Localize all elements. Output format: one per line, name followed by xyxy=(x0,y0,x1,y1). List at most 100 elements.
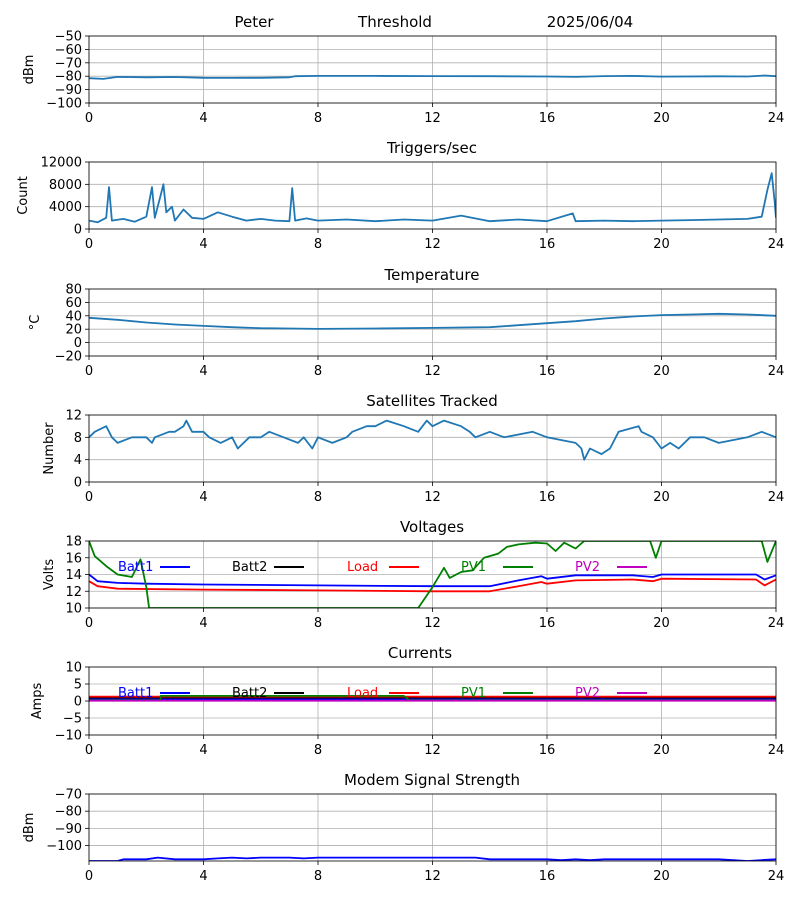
temperature-line-series xyxy=(89,312,776,330)
satellites-xtick-label: 8 xyxy=(314,490,322,505)
currents-xtick-label: 8 xyxy=(314,743,322,758)
modem-ytick-label: −90 xyxy=(55,822,82,837)
currents-xtick-label: 20 xyxy=(653,743,670,758)
temperature-ytick-label: 80 xyxy=(65,283,82,298)
modem-ytick-label: −70 xyxy=(55,788,82,803)
currents-xtick-label: 24 xyxy=(768,743,785,758)
voltages-xtick-label: 0 xyxy=(85,616,93,631)
voltages-line-load xyxy=(89,577,776,593)
threshold-xtick-label: 8 xyxy=(314,111,322,126)
voltages-legend-pv2: PV2 xyxy=(575,560,600,575)
panels: 0 4 8 12 16 20 24−100−90−80−70−60−50Thresholdd… xyxy=(16,13,784,884)
currents-ytick-label: 10 xyxy=(65,661,82,676)
voltages-title: Voltages xyxy=(400,518,464,536)
threshold-line-series xyxy=(89,74,776,80)
station-name: Peter xyxy=(234,13,274,31)
currents-legend-load: Load xyxy=(347,686,378,701)
modem-line-series xyxy=(89,856,776,861)
currents-legend-pv1: PV1 xyxy=(461,686,486,701)
satellites-ytick-label: 0 xyxy=(74,476,82,491)
threshold-xtick-label: 24 xyxy=(768,111,785,126)
voltages-xtick-label: 24 xyxy=(768,616,785,631)
satellites-xtick-label: 0 xyxy=(85,490,93,505)
voltages-ylabel: Volts xyxy=(42,559,57,591)
date-label: 2025/06/04 xyxy=(547,13,633,31)
currents-ytick-label: 0 xyxy=(74,695,82,710)
voltages-legend-pv1: PV1 xyxy=(461,560,486,575)
threshold-ytick-label: −100 xyxy=(46,97,82,112)
modem-xtick-label: 20 xyxy=(653,869,670,884)
currents-legend-batt2: Batt2 xyxy=(232,686,267,701)
modem-title: Modem Signal Strength xyxy=(344,771,520,789)
threshold-xtick-label: 0 xyxy=(85,111,93,126)
triggers-xtick-label: 8 xyxy=(314,237,322,252)
satellites-line-series xyxy=(89,419,776,461)
satellites-xtick-label: 16 xyxy=(539,490,556,505)
triggers-ytick-label: 8000 xyxy=(49,178,82,193)
satellites-xtick-label: 12 xyxy=(424,490,441,505)
voltages-legend-batt1: Batt1 xyxy=(118,560,153,575)
currents-title: Currents xyxy=(388,644,452,662)
modem-xtick-label: 8 xyxy=(314,869,322,884)
modem-ytick-label: −100 xyxy=(46,839,82,854)
voltages-ytick-label: 16 xyxy=(65,551,82,566)
satellites-panel: 0 4 8 12 16 20 24 0 4 8 12 Satellites Tracked Number xyxy=(42,392,784,505)
modem-xtick-label: 24 xyxy=(768,869,785,884)
voltages-legend-load: Load xyxy=(347,560,378,575)
temperature-xtick-label: 12 xyxy=(424,364,441,379)
temperature-ytick-label: 40 xyxy=(65,309,82,324)
threshold-title: Threshold xyxy=(357,13,432,31)
satellites-ytick-label: 12 xyxy=(65,409,82,424)
threshold-ytick-label: −80 xyxy=(55,70,82,85)
triggers-line-series xyxy=(89,172,776,224)
currents-legend-batt1: Batt1 xyxy=(118,686,153,701)
voltages-ytick-label: 12 xyxy=(65,585,82,600)
satellites-xtick-label: 24 xyxy=(768,490,785,505)
triggers-xtick-label: 16 xyxy=(539,237,556,252)
temperature-xtick-label: 8 xyxy=(314,364,322,379)
voltages-ytick-label: 14 xyxy=(65,568,82,583)
voltages-ytick-label: 10 xyxy=(65,602,82,617)
triggers-ytick-label: 0 xyxy=(74,223,82,238)
modem-xtick-label: 12 xyxy=(424,869,441,884)
modem-xtick-label: 0 xyxy=(85,869,93,884)
temperature-ytick-label: 60 xyxy=(65,296,82,311)
voltages-xtick-label: 8 xyxy=(314,616,322,631)
currents-panel: 0 4 8 12 16 20 24 −10 −5 0 5 10 Currents Amps Batt1 Bat… xyxy=(30,644,784,758)
satellites-xtick-label: 20 xyxy=(653,490,670,505)
currents-ytick-label: −5 xyxy=(63,712,82,727)
triggers-ytick-label: 4000 xyxy=(49,200,82,215)
currents-xtick-label: 16 xyxy=(539,743,556,758)
voltages-line-pv1 xyxy=(89,541,776,608)
triggers-xtick-label: 20 xyxy=(653,237,670,252)
temperature-xtick-label: 4 xyxy=(199,364,207,379)
modem-xtick-label: 16 xyxy=(539,869,556,884)
temperature-ylabel: °C xyxy=(28,315,43,331)
temperature-xtick-label: 24 xyxy=(768,364,785,379)
currents-legend-pv2: PV2 xyxy=(575,686,600,701)
temperature-xtick-label: 16 xyxy=(539,364,556,379)
voltages-ytick-label: 18 xyxy=(65,535,82,550)
triggers-xtick-label: 0 xyxy=(85,237,93,252)
modem-ylabel: dBm xyxy=(22,813,37,843)
triggers-xtick-label: 4 xyxy=(199,237,207,252)
threshold-ytick-label: −50 xyxy=(55,30,82,45)
voltages-legend-batt2: Batt2 xyxy=(232,560,267,575)
triggers-xtick-label: 12 xyxy=(424,237,441,252)
currents-ylabel: Amps xyxy=(30,682,45,719)
threshold-panel: 0 4 8 12 16 20 24 −100−90−80−70−60−50 Threshold d… xyxy=(22,13,784,126)
triggers-panel: 0 4 8 12 16 20 24 0 4000 8000 12000 Triggers/sec Cou… xyxy=(16,139,784,252)
currents-ytick-label: −10 xyxy=(55,729,82,744)
temperature-ytick-label: −20 xyxy=(55,350,82,365)
threshold-ylabel: dBm xyxy=(22,55,37,85)
satellites-xtick-label: 4 xyxy=(199,490,207,505)
currents-ytick-label: 5 xyxy=(74,678,82,693)
threshold-xtick-label: 20 xyxy=(653,111,670,126)
threshold-ytick-label: −60 xyxy=(55,43,82,58)
satellites-ytick-label: 4 xyxy=(74,453,82,468)
satellites-ytick-label: 8 xyxy=(74,431,82,446)
voltages-xtick-label: 16 xyxy=(539,616,556,631)
